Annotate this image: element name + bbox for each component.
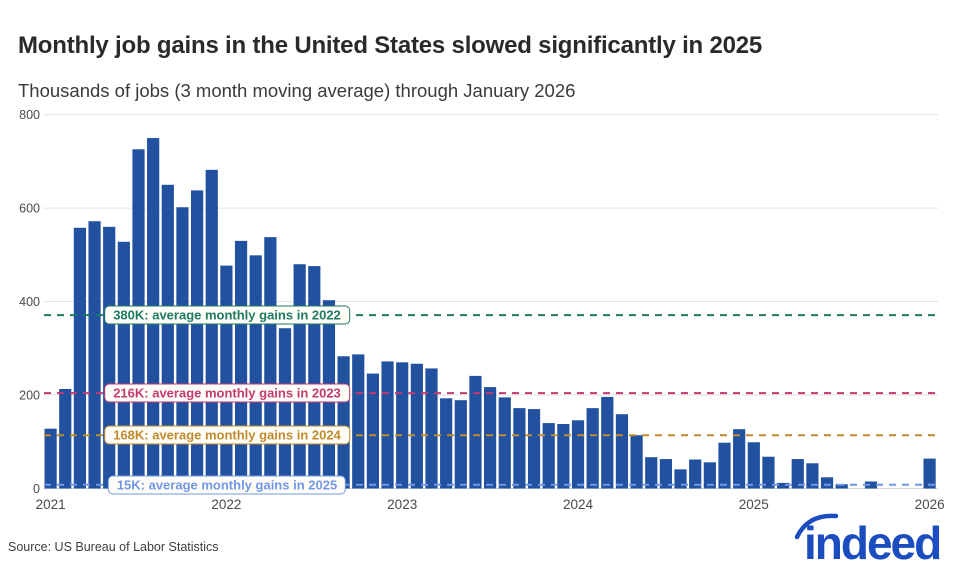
bar bbox=[601, 396, 614, 489]
source-note: Source: US Bureau of Labor Statistics bbox=[8, 540, 219, 554]
bar bbox=[205, 169, 218, 489]
bar bbox=[88, 221, 101, 489]
x-tick-label: 2026 bbox=[915, 497, 945, 512]
y-tick-label: 0 bbox=[33, 482, 40, 496]
x-tick-label: 2022 bbox=[211, 497, 241, 512]
bar bbox=[191, 190, 204, 489]
bar bbox=[117, 241, 130, 489]
bar bbox=[454, 400, 467, 489]
bar bbox=[234, 240, 248, 489]
bar bbox=[73, 227, 86, 489]
bar bbox=[747, 442, 760, 489]
bar bbox=[249, 255, 262, 489]
logo-swoosh-icon bbox=[794, 513, 839, 540]
bar bbox=[557, 424, 570, 489]
bar bbox=[689, 459, 702, 489]
bar bbox=[718, 442, 731, 489]
bar bbox=[513, 408, 526, 489]
bar bbox=[659, 459, 672, 489]
bar bbox=[440, 398, 453, 489]
bar bbox=[278, 328, 292, 489]
reference-line-label: 168K: average monthly gains in 2024 bbox=[104, 425, 350, 445]
bar bbox=[835, 484, 848, 489]
bar bbox=[777, 482, 790, 489]
bar bbox=[791, 459, 804, 489]
y-tick-label: 600 bbox=[19, 202, 40, 216]
chart-title: Monthly job gains in the United States s… bbox=[18, 32, 763, 59]
x-tick-label: 2024 bbox=[563, 497, 594, 512]
bar bbox=[703, 462, 716, 489]
bar bbox=[161, 184, 174, 489]
y-tick-label: 400 bbox=[19, 295, 40, 309]
bar bbox=[527, 409, 541, 489]
bar bbox=[498, 397, 511, 489]
logo-wordmark: indeed bbox=[804, 517, 940, 569]
reference-line-label: 15K: average monthly gains in 2025 bbox=[107, 475, 347, 495]
bar bbox=[381, 361, 394, 489]
bar bbox=[425, 368, 438, 489]
y-tick-label: 800 bbox=[19, 108, 40, 122]
y-tick-label: 200 bbox=[19, 389, 40, 403]
bar bbox=[337, 356, 350, 489]
bar bbox=[762, 456, 775, 489]
bar bbox=[484, 387, 497, 489]
bar bbox=[615, 414, 629, 489]
bar bbox=[674, 469, 687, 489]
indeed-logo: indeed bbox=[794, 513, 942, 569]
bar bbox=[571, 420, 585, 489]
bar bbox=[103, 226, 116, 489]
x-tick-label: 2025 bbox=[739, 497, 769, 512]
chart-subtitle: Thousands of jobs (3 month moving averag… bbox=[18, 80, 576, 101]
bar bbox=[396, 362, 409, 489]
bar bbox=[820, 477, 834, 489]
bar bbox=[366, 373, 379, 489]
reference-line-label: 216K: average monthly gains in 2023 bbox=[104, 383, 350, 403]
bar bbox=[352, 354, 365, 489]
bar bbox=[264, 237, 277, 489]
bar bbox=[59, 388, 72, 489]
bar bbox=[733, 429, 746, 489]
bar bbox=[293, 264, 306, 489]
bar bbox=[410, 363, 423, 489]
bar bbox=[469, 375, 482, 489]
bar bbox=[44, 428, 57, 489]
bar bbox=[586, 408, 599, 489]
x-tick-label: 2021 bbox=[36, 497, 66, 512]
bar bbox=[806, 463, 819, 489]
bar bbox=[176, 207, 189, 489]
bar bbox=[645, 457, 658, 489]
bar bbox=[864, 481, 878, 489]
bar bbox=[308, 266, 321, 489]
bar bbox=[542, 423, 555, 489]
x-tick-label: 2023 bbox=[387, 497, 417, 512]
reference-line-label: 380K: average monthly gains in 2022 bbox=[104, 305, 350, 325]
bar bbox=[220, 265, 233, 489]
bar bbox=[630, 435, 643, 489]
bar bbox=[923, 458, 936, 489]
